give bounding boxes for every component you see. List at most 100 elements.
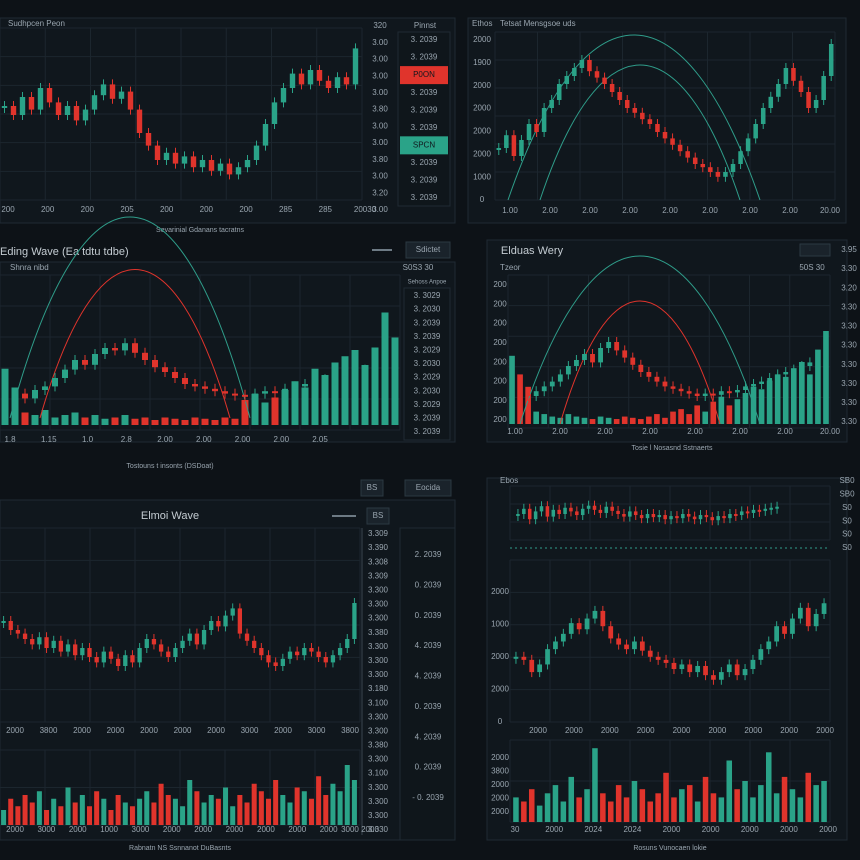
corner-label: 50S 30 [799,263,825,272]
candle [266,655,271,663]
button-label[interactable]: BS [373,511,384,520]
button-label[interactable]: BS [367,483,378,492]
candle [1,621,6,623]
x-tick-label: 3800 [341,726,359,735]
x-tick-label: 2.00 [597,427,613,436]
volume-bar [805,772,812,822]
candle [582,354,587,360]
volume-bar [129,806,135,825]
button-label[interactable]: Eocida [416,483,441,492]
candle [32,390,38,399]
candle [180,640,185,648]
x-tick-label: 2000 [741,825,759,834]
x-tick-label: 2000 [107,726,125,735]
volume-bar [94,791,100,825]
x-tick-label: 2000 [816,726,834,735]
x-tick-label: 30 [511,825,520,834]
candle [645,514,650,519]
y-tick-label: 200 [493,319,507,328]
candle [201,630,207,645]
volume-bar [670,411,676,424]
candle [726,391,732,394]
candle [316,651,321,657]
x-tick-label: 200 [160,205,174,214]
candle [537,664,543,673]
y-tick-label: S0 [842,530,852,539]
side-item: 0. 2039 [415,580,442,589]
candle [122,343,128,351]
candle [42,386,48,390]
volume-bar [221,417,229,425]
candle [262,124,269,146]
candle [271,102,278,124]
candle [526,124,532,140]
volume-bar [742,781,748,822]
x-tick-label: 2000 [194,825,212,834]
volume-bar [71,412,79,425]
candle [584,618,590,630]
candle [30,639,35,645]
candle [702,393,708,396]
candle [73,106,80,121]
x-tick-label: 2.00 [687,427,703,436]
volume-bar [51,798,57,825]
x-tick-label: 1.8 [4,435,16,444]
candle [735,390,740,393]
volume-bar [568,776,575,822]
candle [64,106,71,115]
y-tick-label: 2000 [491,652,509,661]
y-tick-label: 2000 [491,587,509,596]
candle [51,640,56,648]
volume-bar [815,349,821,424]
candle [655,656,661,660]
caption: Rabnatn NS Ssnnanot DuBasnts [129,845,231,852]
candle [102,348,108,354]
candle [312,381,318,384]
volume-bar [710,401,717,424]
volume-bar [86,806,93,825]
candle [751,384,756,387]
volume-bar [172,798,178,825]
y-tick-label: 3.390 [368,543,389,552]
candle [242,394,248,397]
x-tick-label: 2.00 [732,427,748,436]
candle [681,514,685,519]
volume-bar [201,418,209,425]
candle [695,665,701,673]
volume-bar [750,797,756,822]
candle [12,393,18,396]
side-item: 3. 2029 [414,373,441,382]
candle [22,633,28,639]
candle [173,648,178,657]
volume-bar [774,374,781,424]
y-tick-label: 3.300 [368,811,389,820]
volume-bar [584,789,590,822]
volume-bar [337,791,343,825]
y-tick-label: 3.30 [841,302,857,311]
candle [230,608,235,616]
volume-bar [734,789,740,822]
candle [617,92,622,100]
candle [616,638,622,645]
volume-bar [631,781,638,822]
x-tick-label: 20.00 [820,427,841,436]
x-tick-label: 200 [41,205,55,214]
candle [651,514,656,518]
candle [798,80,804,92]
volume-bar [171,418,179,425]
x-tick-label: 2.05 [312,435,328,444]
candle [525,393,531,396]
side-panel [403,287,451,441]
volume-bar [51,417,59,425]
side-title: Sehoss Anpoe [408,280,447,286]
candle [700,164,706,168]
x-tick-label: 2000 [140,726,158,735]
button-label[interactable]: Sdictet [416,245,441,254]
volume-bar [231,418,239,425]
volume-bar [639,789,646,822]
candle [162,367,168,372]
x-tick-label: 2.00 [622,206,638,215]
candle [685,151,690,158]
y-tick-label: 3.380 [368,628,389,637]
side-item: 0. 2039 [415,702,442,711]
